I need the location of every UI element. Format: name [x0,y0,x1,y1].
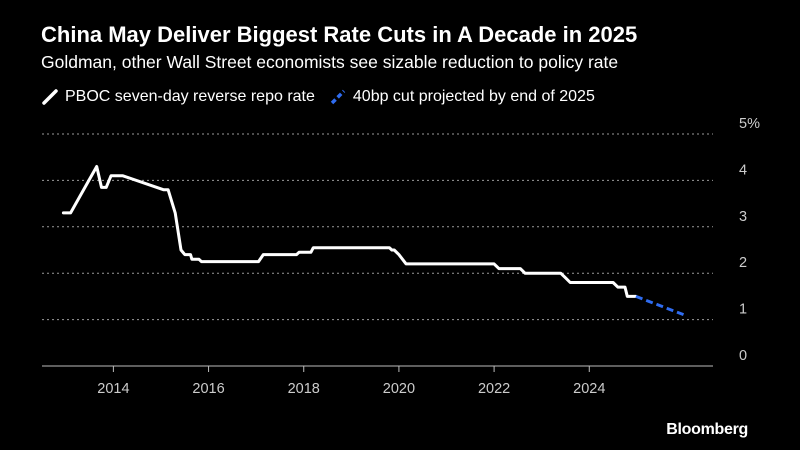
legend-item-repo-rate: PBOC seven-day reverse repo rate [41,88,315,106]
x-tick-label: 2016 [192,381,224,397]
x-tick-label: 2014 [97,381,129,397]
y-tick-label: 5% [739,116,760,132]
y-tick-label: 3 [739,209,747,225]
chart-title: China May Deliver Biggest Rate Cuts in A… [41,22,638,47]
y-tick-label: 0 [739,348,747,364]
x-tick-label: 2024 [573,381,605,397]
x-tick-label: 2020 [383,381,415,397]
legend-label-repo-rate: PBOC seven-day reverse repo rate [65,88,315,105]
gridlines [42,133,713,321]
y-tick-label: 1 [739,302,747,318]
legend-item-projection: 40bp cut projected by end of 2025 [329,88,595,106]
solid-line-swatch-icon [41,88,59,106]
source-credit: Bloomberg [666,421,748,438]
x-axis-ticks: 2014 2016 2018 2020 2022 2024 [97,366,605,397]
y-tick-label: 2 [739,255,747,271]
chart-subtitle: Goldman, other Wall Street economists se… [41,52,619,72]
dashed-line-swatch-icon [329,88,347,106]
projection-line [635,294,685,317]
x-tick-label: 2018 [288,381,320,397]
x-tick-label: 2022 [478,381,510,397]
legend-label-projection: 40bp cut projected by end of 2025 [352,88,595,105]
y-axis-ticks: 0 1 2 3 4 5% [739,116,760,364]
repo-rate-line [61,165,638,298]
legend: PBOC seven-day reverse repo rate 40bp cu… [41,88,609,106]
y-tick-label: 4 [739,162,747,178]
series-lines [61,165,685,317]
